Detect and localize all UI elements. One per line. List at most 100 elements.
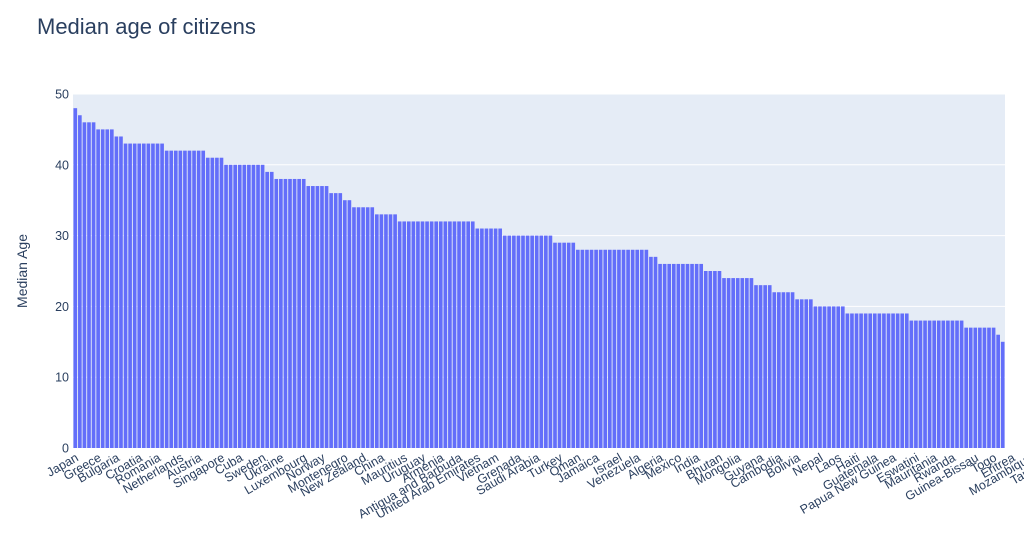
bar [114, 136, 119, 449]
bar [173, 150, 178, 448]
bar [105, 129, 110, 448]
bar [781, 292, 786, 448]
bar [315, 186, 320, 449]
bar [831, 306, 836, 448]
bar [247, 164, 251, 449]
bar [498, 228, 502, 448]
bar [480, 228, 484, 448]
bar [850, 313, 854, 448]
bar [950, 320, 955, 448]
bar [279, 178, 283, 448]
bar [854, 313, 859, 448]
bar [379, 214, 384, 448]
bar [512, 235, 516, 448]
bar [265, 171, 269, 448]
bar [123, 143, 128, 448]
bar [187, 150, 192, 448]
bar [868, 313, 873, 448]
bar [292, 178, 297, 448]
y-axis-title: Median Age [14, 234, 30, 308]
bar [365, 207, 370, 448]
bar [699, 263, 704, 448]
bar [598, 249, 603, 448]
bar [82, 122, 87, 448]
bar [649, 256, 653, 448]
bar [667, 263, 672, 448]
bar [923, 320, 927, 448]
bar [484, 228, 489, 448]
plot-area [73, 94, 1005, 448]
bar [539, 235, 544, 448]
y-tick-label: 0 [62, 442, 69, 456]
bar [388, 214, 393, 448]
bar [991, 327, 996, 448]
bar [1000, 341, 1005, 448]
bar [420, 221, 425, 448]
bar [110, 129, 114, 448]
bar [941, 320, 946, 448]
bar [356, 207, 361, 448]
bar [955, 320, 959, 448]
bar [233, 164, 238, 449]
bar [192, 150, 196, 448]
bar [813, 306, 818, 448]
y-tick-label: 30 [55, 229, 69, 243]
bar [973, 327, 978, 448]
bar [205, 157, 210, 448]
bar [758, 285, 763, 448]
bar [384, 214, 388, 448]
bar [260, 164, 265, 449]
bar [626, 249, 630, 448]
bar [635, 249, 640, 448]
bar [585, 249, 589, 448]
bar [932, 320, 937, 448]
bar [306, 186, 311, 449]
bar [576, 249, 580, 448]
bar [749, 278, 754, 448]
bar [361, 207, 365, 448]
bar [301, 178, 306, 448]
bar [882, 313, 886, 448]
bar [119, 136, 123, 449]
bar [242, 164, 247, 449]
bar [288, 178, 292, 448]
bar [612, 249, 617, 448]
bar [525, 235, 530, 448]
bar [333, 193, 338, 448]
bar [438, 221, 443, 448]
bar [722, 278, 726, 448]
bar [594, 249, 598, 448]
bar [406, 221, 411, 448]
bar [210, 157, 215, 448]
bar [708, 271, 713, 448]
bar [461, 221, 466, 448]
bar [904, 313, 909, 448]
bar [128, 143, 132, 448]
y-tick-label: 50 [55, 88, 69, 102]
bar [809, 299, 813, 448]
bar [891, 313, 895, 448]
bar [78, 115, 82, 449]
bar [786, 292, 790, 448]
bar [416, 221, 420, 448]
bar [274, 178, 279, 448]
bar [251, 164, 256, 449]
bar [343, 200, 347, 448]
bar [516, 235, 521, 448]
bar [690, 263, 694, 448]
bar [918, 320, 923, 448]
bar [164, 150, 169, 448]
bar [863, 313, 868, 448]
bar [151, 143, 155, 448]
bar [507, 235, 512, 448]
bar [374, 214, 379, 448]
bar [457, 221, 461, 448]
bar [311, 186, 315, 449]
bar [338, 193, 343, 448]
bars [73, 108, 1005, 449]
bar [155, 143, 160, 448]
bar [662, 263, 667, 448]
bar [169, 150, 174, 448]
bar [411, 221, 416, 448]
